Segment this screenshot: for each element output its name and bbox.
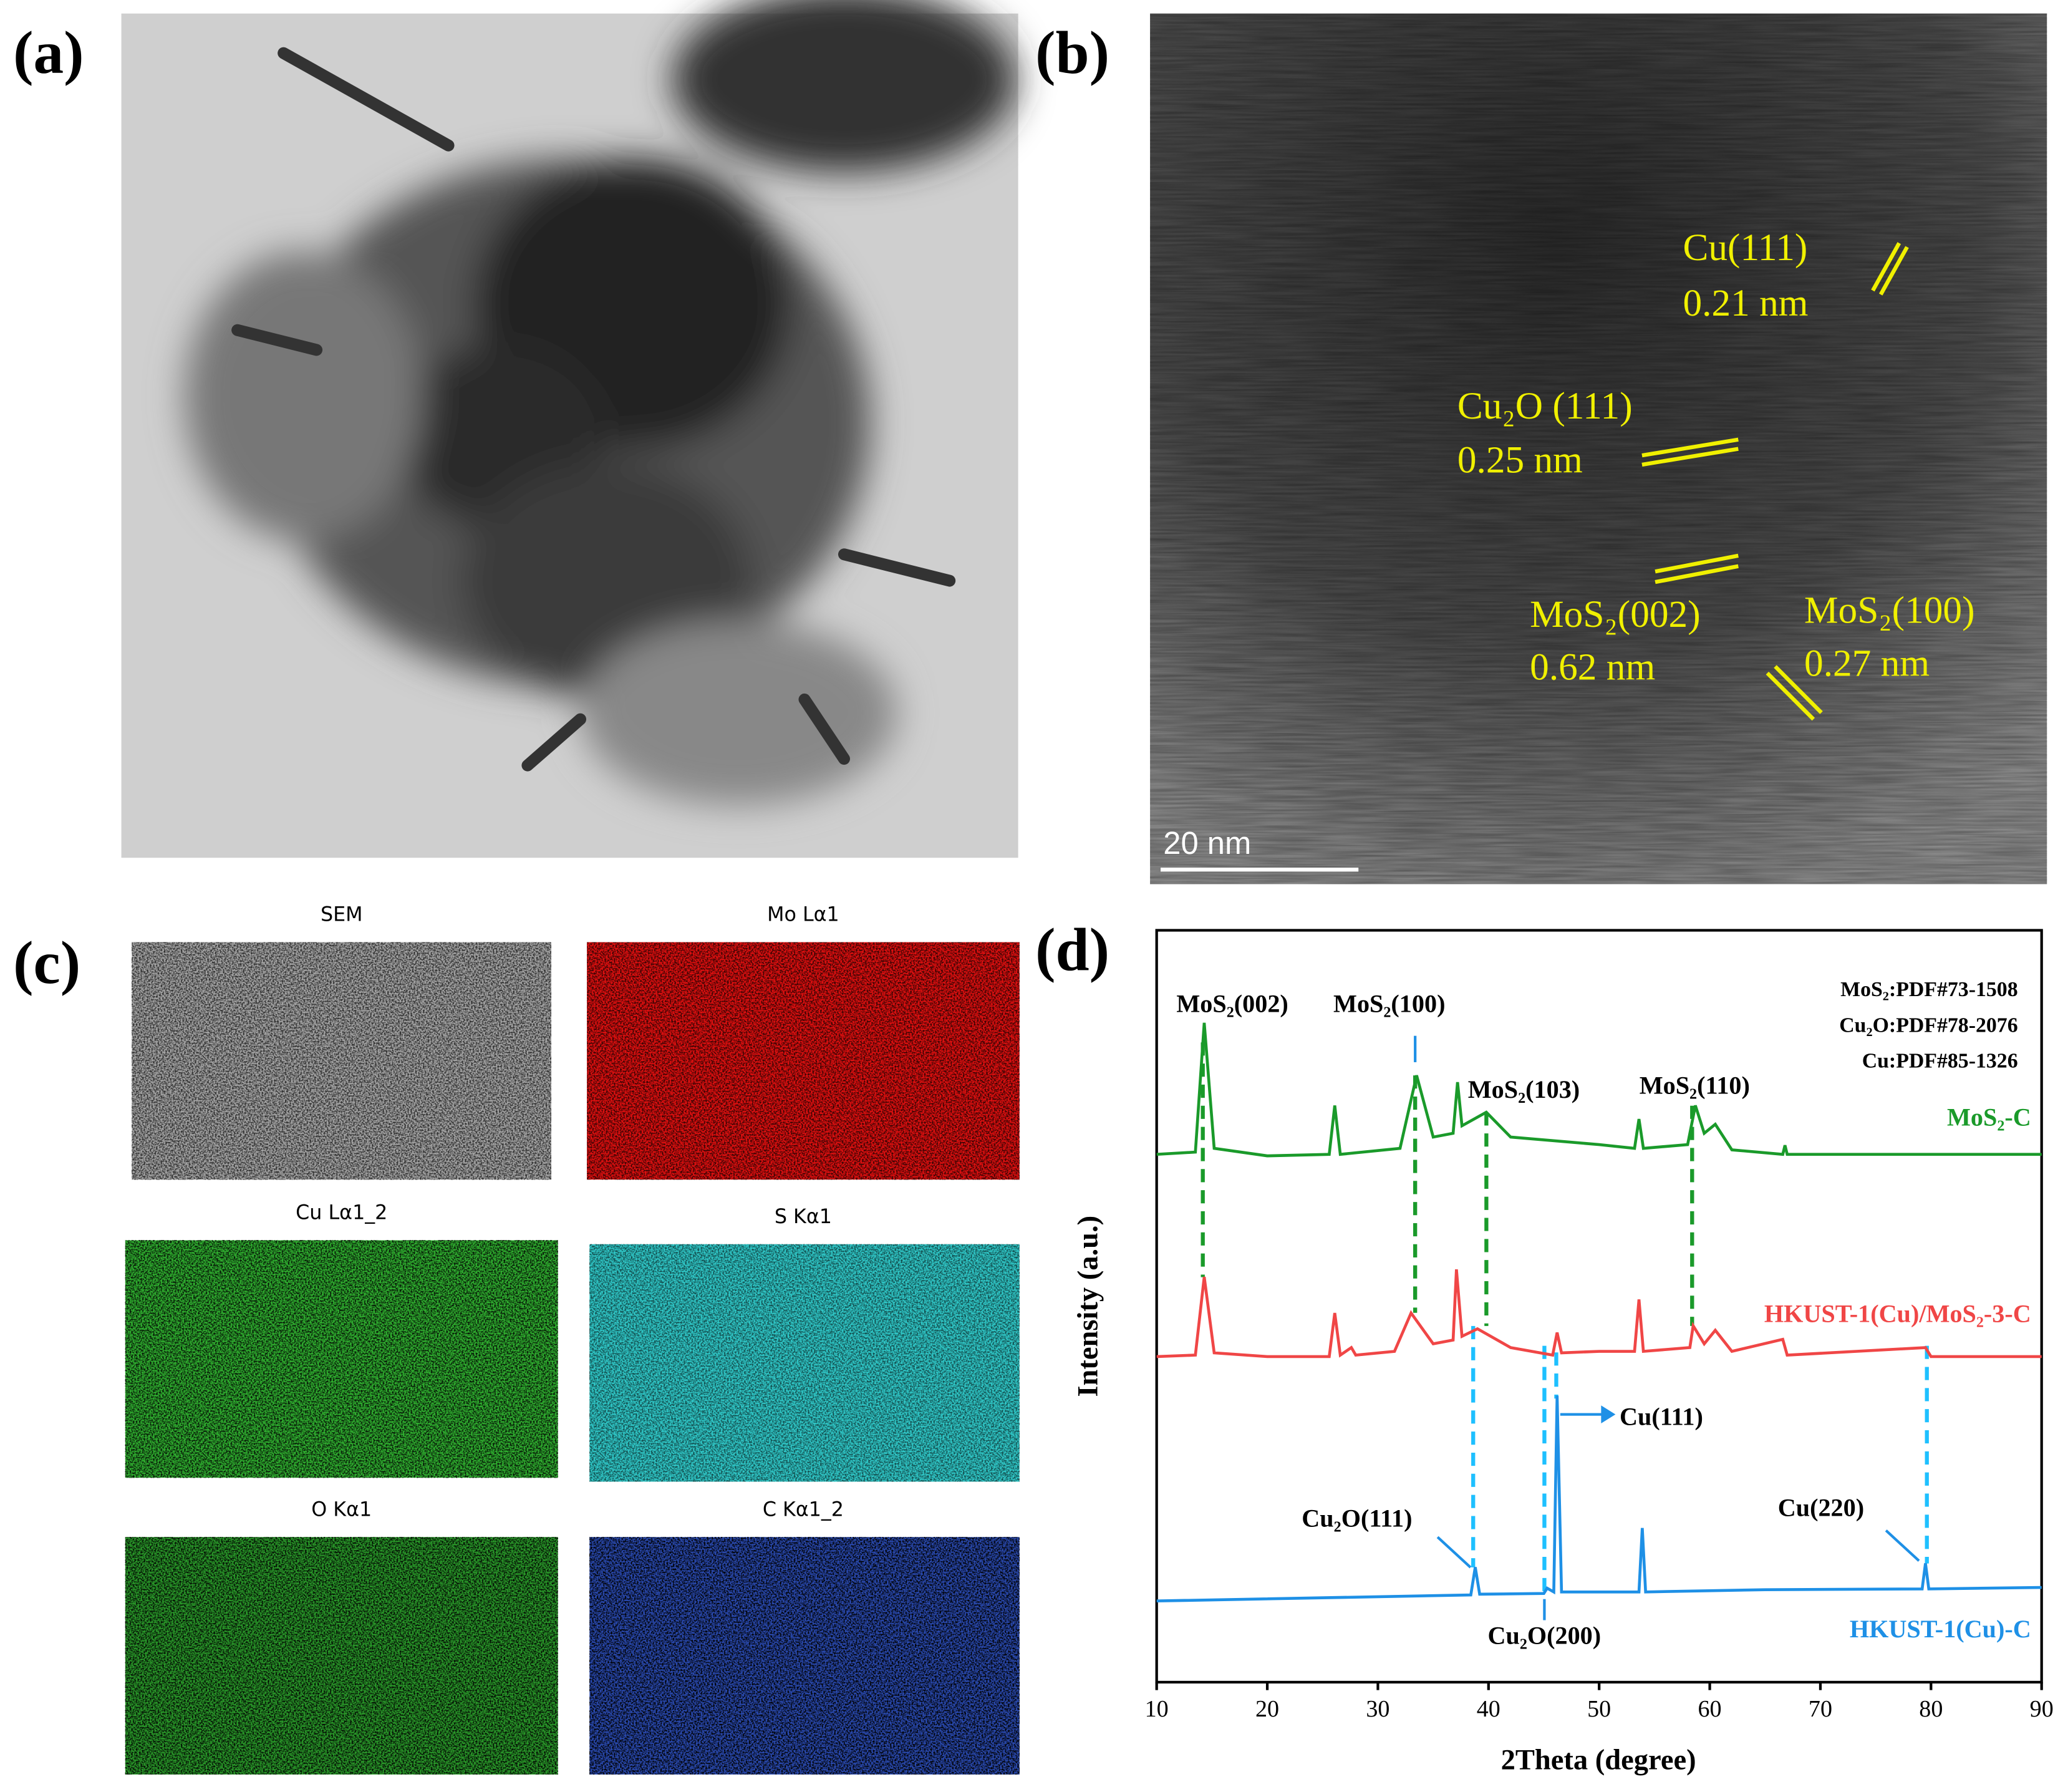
annotation: Cu₂O (111) bbox=[1457, 385, 1633, 427]
x-tick-label: 60 bbox=[1698, 1696, 1722, 1722]
annotation: 0.62 nm bbox=[1530, 646, 1655, 689]
x-axis-label: 2Theta (degree) bbox=[1501, 1744, 1696, 1776]
panel-a: (a) bbox=[13, 0, 1018, 858]
map-texture bbox=[589, 1537, 1020, 1775]
annotation: MoS₂(100) bbox=[1333, 990, 1445, 1018]
x-tick-label: 90 bbox=[2030, 1696, 2054, 1722]
series-label: MoS₂-C bbox=[1947, 1103, 2031, 1131]
map-texture bbox=[589, 1244, 1020, 1482]
map-title: SEM bbox=[321, 904, 363, 926]
lattice-marks bbox=[1641, 242, 1909, 721]
reference-card: Cu:PDF#85-1326 bbox=[1862, 1049, 2018, 1072]
map-title: Cu Lα1_2 bbox=[296, 1202, 387, 1224]
series-label: HKUST-1(Cu)-C bbox=[1850, 1615, 2031, 1643]
series-label: HKUST-1(Cu)/MoS₂-3-C bbox=[1764, 1300, 2031, 1328]
panel-d: (d) MoS₂(002) MoS₂(100) MoS₂(103) MoS₂(1… bbox=[1035, 916, 2054, 1776]
map-texture bbox=[132, 942, 551, 1180]
y-axis-label: Intensity (a.u.) bbox=[1073, 1216, 1104, 1397]
panel-b: Cu(111) 0.21 nm Cu₂O (111) 0.25 nm MoS₂(… bbox=[1035, 13, 2047, 884]
particles bbox=[185, 0, 1016, 805]
map-texture bbox=[125, 1537, 558, 1775]
series-line bbox=[1156, 1269, 2042, 1359]
annotation: 0.25 nm bbox=[1457, 439, 1583, 482]
map-title: Mo Lα1 bbox=[767, 904, 839, 926]
annotation: 0.27 nm bbox=[1804, 642, 1930, 684]
panel-c: SEM Mo Lα1 Cu Lα1_2 S Kα1 O Kα1 C Kα1_2 … bbox=[13, 904, 1020, 1775]
x-tick-label: 70 bbox=[1809, 1696, 1832, 1722]
series-line bbox=[1156, 1395, 2042, 1603]
annotation: Cu₂O(111) bbox=[1302, 1504, 1412, 1532]
map-texture bbox=[587, 942, 1020, 1180]
annotation: MoS₂(100) bbox=[1804, 589, 1974, 632]
panel-label: (d) bbox=[1035, 916, 1109, 984]
reference-card: MoS₂:PDF#73-1508 bbox=[1840, 978, 2017, 1001]
x-tick-label: 40 bbox=[1477, 1696, 1500, 1722]
annotation: Cu(111) bbox=[1620, 1403, 1703, 1431]
x-tick-label: 50 bbox=[1587, 1696, 1611, 1722]
series-line bbox=[1156, 1022, 2042, 1158]
map-texture bbox=[125, 1240, 558, 1478]
annotation: 0.21 nm bbox=[1683, 282, 1808, 324]
map-title: C Kα1_2 bbox=[763, 1498, 844, 1521]
x-tick-label: 30 bbox=[1366, 1696, 1389, 1722]
rods bbox=[231, 47, 956, 772]
lattice bbox=[1150, 13, 2047, 884]
scale-label: 20 nm bbox=[1163, 825, 1251, 861]
x-tick-label: 80 bbox=[1919, 1696, 1943, 1722]
annotation: MoS₂(002) bbox=[1530, 593, 1700, 636]
map-title: O Kα1 bbox=[311, 1498, 372, 1521]
annotation: Cu(220) bbox=[1778, 1493, 1864, 1521]
x-tick-label: 20 bbox=[1255, 1696, 1279, 1722]
annotation: Cu₂O(200) bbox=[1487, 1622, 1601, 1650]
reference-lines bbox=[1201, 1042, 1929, 1597]
annotation: Cu(111) bbox=[1683, 226, 1807, 269]
reference-card: Cu₂O:PDF#78-2076 bbox=[1839, 1014, 2017, 1037]
annotation: MoS₂(103) bbox=[1468, 1075, 1580, 1103]
x-tick-label: 10 bbox=[1145, 1696, 1169, 1722]
annotation: MoS₂(110) bbox=[1640, 1072, 1750, 1100]
arrows bbox=[1414, 1035, 1920, 1620]
map-title: S Kα1 bbox=[775, 1206, 832, 1228]
annotation: MoS₂(002) bbox=[1176, 990, 1288, 1018]
panel-label: (c) bbox=[13, 929, 80, 997]
panel-label: (b) bbox=[1035, 19, 1109, 87]
panel-label: (a) bbox=[13, 19, 84, 87]
